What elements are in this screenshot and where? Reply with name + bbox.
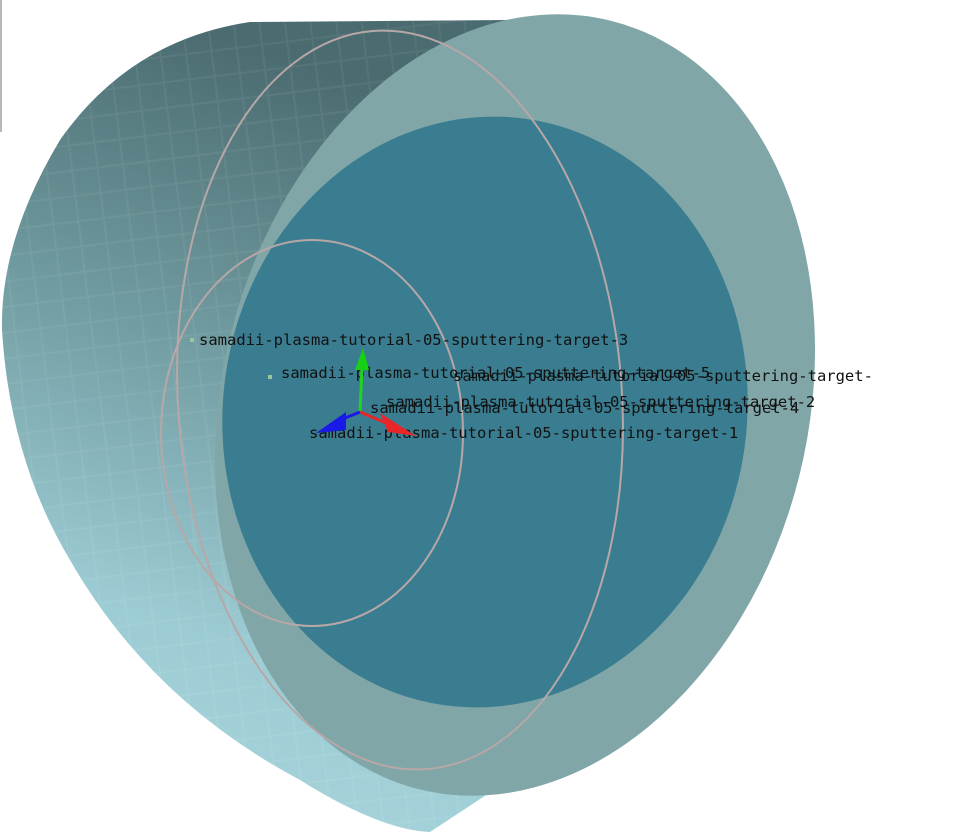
target-label-3[interactable]: samadii-plasma-tutorial-05-sputtering-ta… [199,331,628,349]
target-ring-inner[interactable] [160,239,464,627]
target-label-4[interactable]: samadii-plasma-tutorial-05-sputtering-ta… [370,399,799,417]
target-label-1[interactable]: samadii-plasma-tutorial-05-sputtering-ta… [309,424,738,442]
target-ring-outer[interactable] [153,15,648,784]
viewport-edge-bar [0,0,2,132]
target-marker [268,375,272,379]
xyz-axis-triad-icon[interactable] [316,348,416,436]
inner-face[interactable] [184,82,785,741]
target-label-5[interactable]: samadii-plasma-tutorial-05-sputtering-ta… [281,364,710,382]
target-label-2[interactable]: samadii-plasma-tutorial-05-sputtering-ta… [386,393,815,411]
target-marker [190,338,194,342]
target-label-truncated[interactable]: samadii-plasma-tutorial-05-sputtering-ta… [453,367,873,385]
